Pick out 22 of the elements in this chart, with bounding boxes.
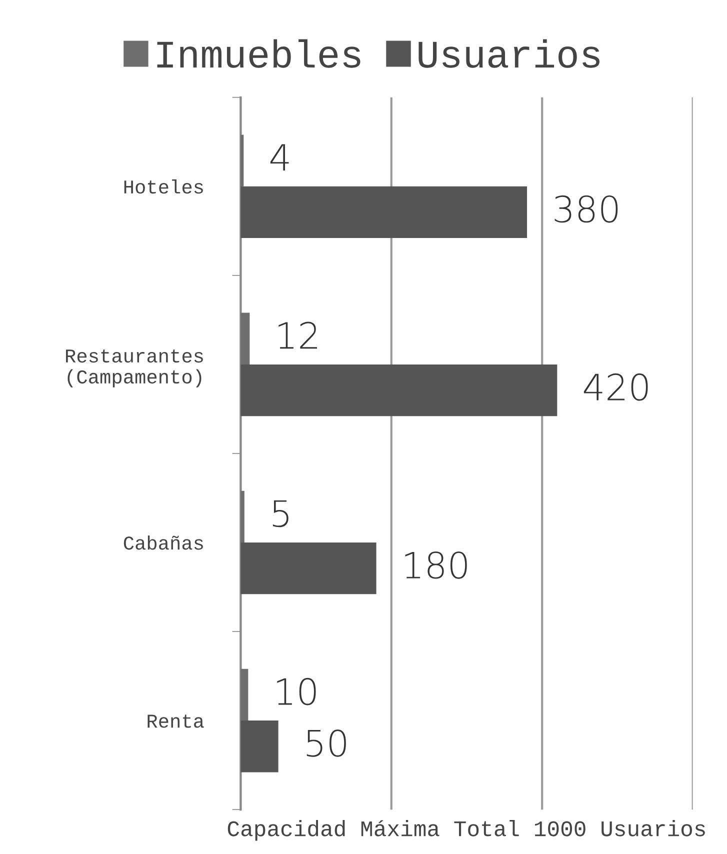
data-label: 5 [272,500,288,528]
bar [240,186,528,238]
legend-label: Inmuebles [157,39,360,68]
y-tick-label: Renta [148,714,204,728]
data-label: 380 [554,195,618,223]
data-label: 4 [270,144,289,171]
x-axis-title: Capacidad Máxima Total 1000 Usuarios [228,820,705,841]
y-tick-label: Restaurantes (Campamento) [66,349,203,388]
y-tick-label: Hoteles [124,179,203,194]
data-label: 10 [277,678,316,706]
data-label: 180 [405,551,467,579]
data-label: 50 [306,730,346,757]
legend-label: Usuarios [418,39,600,68]
data-label: 420 [584,373,648,401]
y-tick-label: Cabañas [124,535,203,550]
bar [240,312,250,364]
bar [240,542,376,594]
data-label: 12 [278,322,318,349]
bar [240,490,244,543]
bar [240,720,278,772]
bar [240,364,558,416]
bar [240,668,248,721]
